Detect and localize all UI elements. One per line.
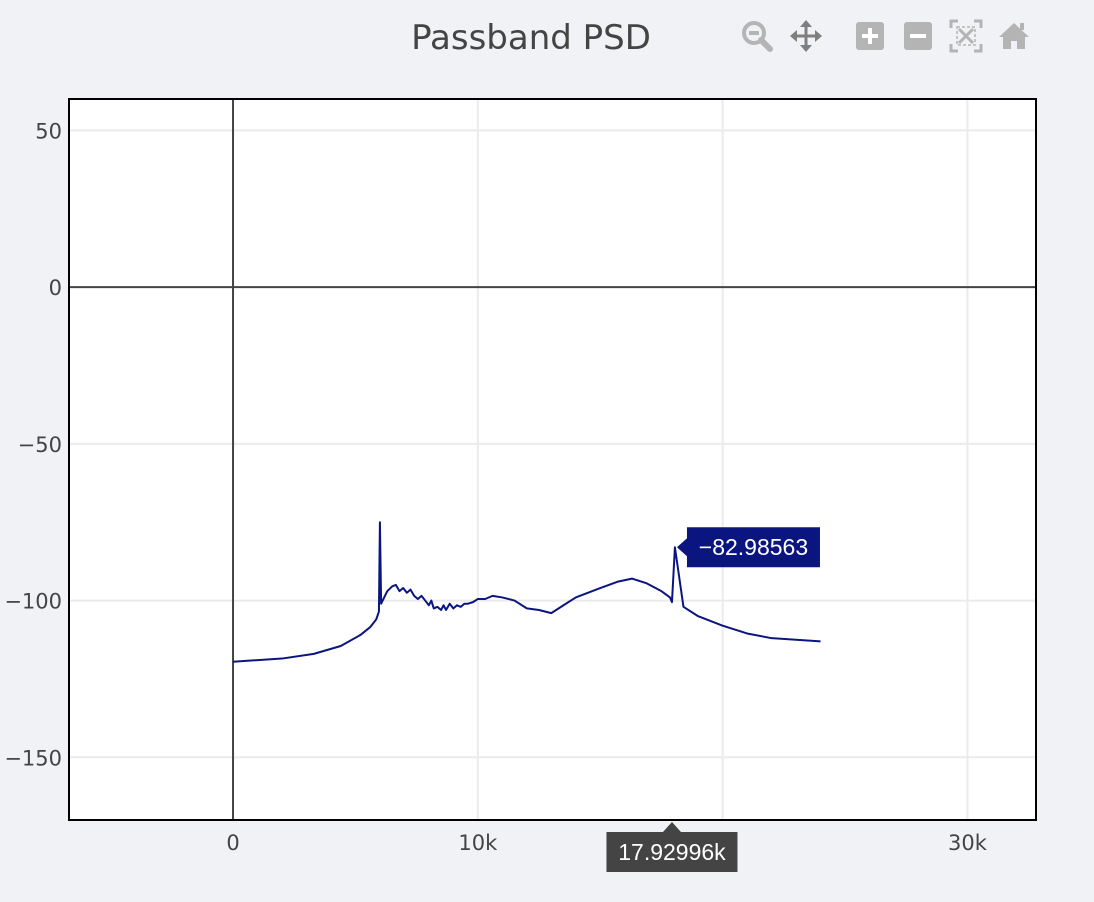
plot-background[interactable] (69, 99, 1036, 820)
y-axis-ticks: 50 0 −50 −100 −150 (4, 119, 62, 770)
y-tick-label: 0 (49, 276, 62, 300)
x-tick-label: 10k (458, 831, 498, 855)
x-tick-label: 0 (226, 831, 239, 855)
pan-icon[interactable]: Pan (789, 19, 823, 53)
series-layer (232, 521, 821, 663)
hover-y-label-box (676, 527, 820, 568)
zero-lines (69, 99, 1036, 820)
hover-layer: −82.98563 17.92996k (606, 527, 820, 872)
hover-x-label: 17.92996k (618, 839, 726, 865)
zoom-out-icon[interactable]: Zoom out (901, 19, 935, 53)
y-tick-label: 50 (35, 119, 62, 143)
hover-y-label: −82.98563 (699, 534, 808, 560)
x-axis-ticks: 0 10k 30k (226, 831, 987, 855)
chart-title: Passband PSD (411, 18, 651, 58)
series-line-0[interactable] (232, 521, 821, 663)
y-tick-label: −100 (4, 590, 62, 614)
modebar: Zoom Pan Zoom in Zoom out Autoscale Reset axe… (740, 19, 1031, 53)
reset-axes-icon[interactable]: Reset axes (997, 19, 1031, 53)
plot-frame (68, 98, 1037, 821)
y-tick-label: −150 (4, 746, 62, 770)
zoom-in-icon[interactable]: Zoom in (853, 19, 887, 53)
grid-layer (69, 99, 1036, 820)
x-tick-label: 30k (948, 831, 988, 855)
zoom-icon[interactable]: Zoom (740, 19, 774, 53)
autoscale-icon[interactable]: Autoscale (949, 19, 983, 53)
y-tick-label: −50 (18, 433, 62, 457)
hover-x-label-box (606, 822, 738, 872)
